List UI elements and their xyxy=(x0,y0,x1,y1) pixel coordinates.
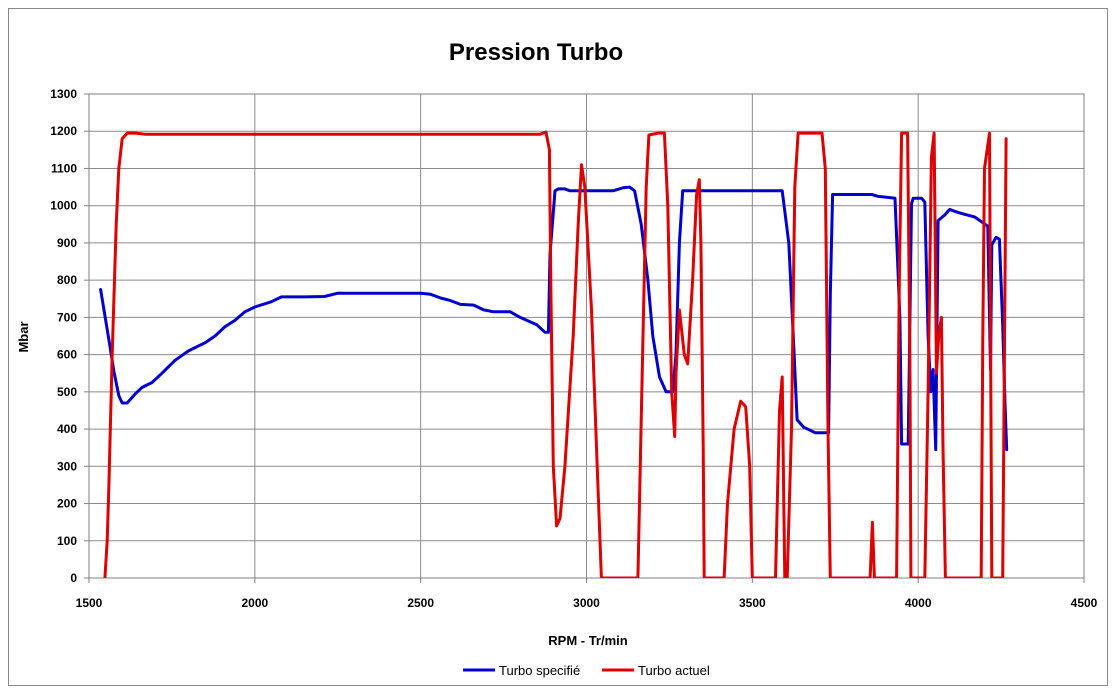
x-tick-label: 2000 xyxy=(241,596,268,610)
x-tick-label: 4500 xyxy=(1071,596,1098,610)
y-tick-label: 600 xyxy=(57,348,77,362)
y-tick-label: 500 xyxy=(57,385,77,399)
legend-label-turbo-specifie: Turbo specifié xyxy=(499,663,580,678)
y-tick-label: 900 xyxy=(57,236,77,250)
y-tick-label: 100 xyxy=(57,534,77,548)
y-tick-label: 700 xyxy=(57,310,77,324)
legend: Turbo specifié Turbo actuel xyxy=(463,663,710,678)
x-tick-label: 2500 xyxy=(407,596,434,610)
y-axis-label: Mbar xyxy=(16,321,31,352)
x-tick-label: 3500 xyxy=(739,596,766,610)
series-line-turbo-specifie xyxy=(99,185,1009,452)
y-tick-label: 200 xyxy=(57,497,77,511)
x-tick-label: 3000 xyxy=(573,596,600,610)
x-tick-label: 1500 xyxy=(76,596,103,610)
x-tick-labels: 1500 2000 2500 3000 3500 4000 4500 xyxy=(76,596,1098,610)
y-tick-label: 1000 xyxy=(50,199,77,213)
y-tick-labels: 0 100 200 300 400 500 600 700 800 900 1000 1100 1200… xyxy=(50,87,77,585)
series-line-turbo-actuel xyxy=(103,130,1008,578)
x-axis-label: RPM - Tr/min xyxy=(548,633,628,648)
y-tick-label: 300 xyxy=(57,459,77,473)
y-tick-label: 400 xyxy=(57,422,77,436)
y-tick-label: 800 xyxy=(57,273,77,287)
y-tick-label: 1200 xyxy=(50,124,77,138)
y-tick-label: 0 xyxy=(70,571,77,585)
chart-title: Pression Turbo xyxy=(449,39,623,66)
legend-label-turbo-actuel: Turbo actuel xyxy=(638,663,710,678)
series-layer xyxy=(99,130,1009,578)
y-tick-label: 1100 xyxy=(51,161,77,175)
plot-area-border xyxy=(88,93,1085,579)
x-tick-label: 4000 xyxy=(905,596,932,610)
y-tick-label: 1300 xyxy=(50,87,77,101)
